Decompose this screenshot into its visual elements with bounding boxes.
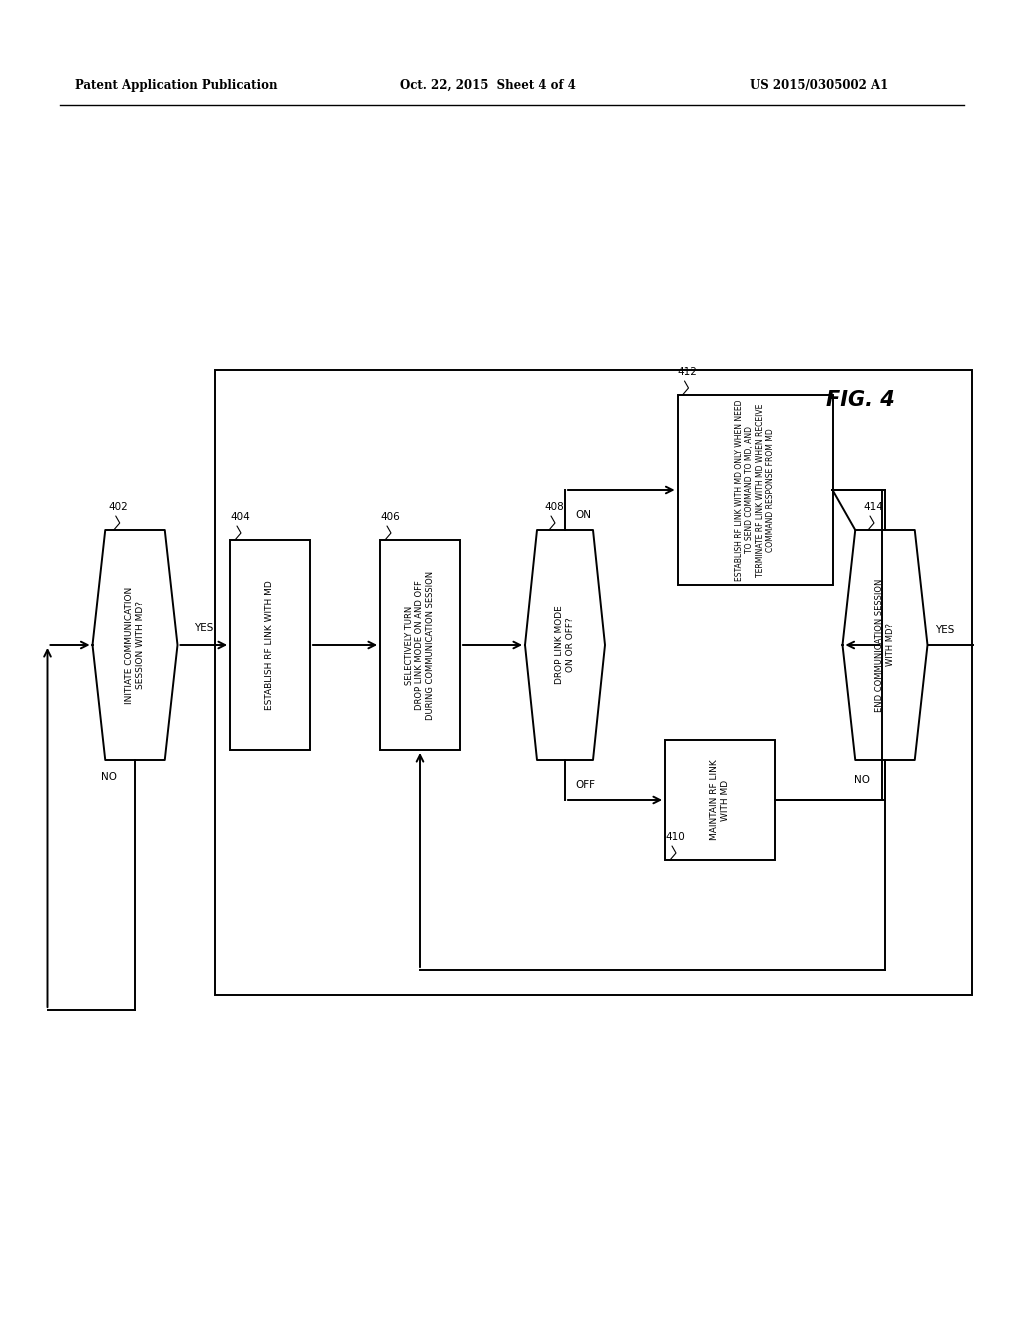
Text: END COMMUNICATION SESSION
WITH MD?: END COMMUNICATION SESSION WITH MD? xyxy=(876,578,895,711)
Polygon shape xyxy=(525,531,605,760)
Text: ESTABLISH RF LINK WITH MD ONLY WHEN NEED
TO SEND COMMAND TO MD, AND
TERMINATE RF: ESTABLISH RF LINK WITH MD ONLY WHEN NEED… xyxy=(735,399,775,581)
Bar xyxy=(215,370,973,995)
Text: NO: NO xyxy=(101,772,117,781)
Text: 410: 410 xyxy=(665,832,685,842)
Text: ON: ON xyxy=(575,510,591,520)
Text: Oct. 22, 2015  Sheet 4 of 4: Oct. 22, 2015 Sheet 4 of 4 xyxy=(400,78,575,91)
Polygon shape xyxy=(843,531,928,760)
Text: DROP LINK MODE
ON OR OFF?: DROP LINK MODE ON OR OFF? xyxy=(555,606,574,684)
Text: NO: NO xyxy=(854,775,870,785)
Polygon shape xyxy=(92,531,177,760)
Text: YES: YES xyxy=(195,623,213,634)
Text: SELECTIVELY TURN
DROP LINK MODE ON AND OFF
DURING COMMUNICATION SESSION: SELECTIVELY TURN DROP LINK MODE ON AND O… xyxy=(406,570,435,719)
Text: OFF: OFF xyxy=(575,780,595,789)
Text: 408: 408 xyxy=(544,502,564,512)
Text: Patent Application Publication: Patent Application Publication xyxy=(75,78,278,91)
Bar xyxy=(678,395,833,585)
Text: 414: 414 xyxy=(863,502,883,512)
Bar xyxy=(665,741,775,861)
Bar xyxy=(380,540,460,750)
Text: FIG. 4: FIG. 4 xyxy=(825,389,894,411)
Text: US 2015/0305002 A1: US 2015/0305002 A1 xyxy=(750,78,888,91)
Text: YES: YES xyxy=(936,624,954,635)
Text: MAINTAIN RF LINK
WITH MD: MAINTAIN RF LINK WITH MD xyxy=(711,759,730,841)
Text: 402: 402 xyxy=(109,502,128,512)
Text: ESTABLISH RF LINK WITH MD: ESTABLISH RF LINK WITH MD xyxy=(265,579,274,710)
Bar xyxy=(230,540,310,750)
Text: 406: 406 xyxy=(380,512,399,521)
Text: 412: 412 xyxy=(678,367,697,378)
Text: 404: 404 xyxy=(230,512,250,521)
Text: INITIATE COMMUNICATION
SESSION WITH MD?: INITIATE COMMUNICATION SESSION WITH MD? xyxy=(125,586,144,704)
